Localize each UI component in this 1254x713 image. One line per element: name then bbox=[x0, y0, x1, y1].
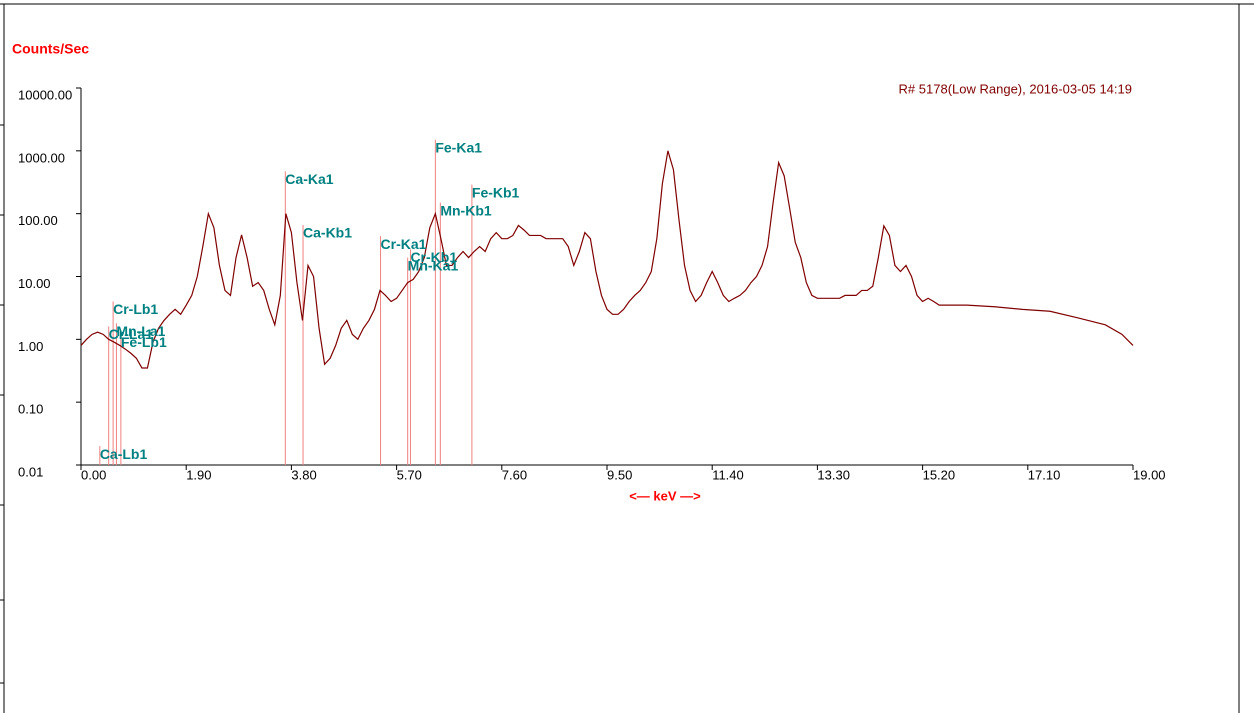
y-tick-label: 100.00 bbox=[18, 213, 58, 228]
element-label: Cr-Kb1 bbox=[410, 249, 457, 265]
run-info: R# 5178(Low Range), 2016-03-05 14:19 bbox=[899, 81, 1132, 96]
element-label: Ca-Kb1 bbox=[303, 225, 352, 241]
y-tick-label: 10000.00 bbox=[18, 87, 72, 102]
element-label: Ca-Ka1 bbox=[285, 171, 333, 187]
x-axis-title: <— keV —> bbox=[629, 488, 701, 503]
x-tick-label: 5.70 bbox=[397, 467, 422, 482]
element-label: Ca-Lb1 bbox=[100, 446, 148, 462]
x-tick-label: 7.60 bbox=[502, 467, 527, 482]
element-label: Cr-Lb1 bbox=[113, 301, 158, 317]
spectrum-line bbox=[80, 150, 1134, 369]
y-axis-title: Counts/Sec bbox=[12, 41, 89, 57]
element-label: Fe-Lb1 bbox=[121, 334, 167, 350]
element-label: Cr-Ka1 bbox=[381, 236, 427, 252]
y-tick-label: 10.00 bbox=[18, 276, 51, 291]
x-tick-label: 3.80 bbox=[291, 467, 316, 482]
x-tick-label: 0.00 bbox=[81, 467, 106, 482]
y-tick-label: 0.10 bbox=[18, 402, 43, 417]
y-tick-label: 1000.00 bbox=[18, 150, 65, 165]
x-tick-label: 19.00 bbox=[1133, 467, 1166, 482]
x-tick-label: 15.20 bbox=[923, 467, 956, 482]
element-label: Cr-La1 bbox=[109, 326, 154, 342]
y-tick-label: 1.00 bbox=[18, 339, 43, 354]
element-label: Mn-Ka1 bbox=[408, 257, 459, 273]
y-tick-label: 0.01 bbox=[18, 464, 43, 479]
x-tick-label: 11.40 bbox=[712, 467, 744, 482]
frame-ticks bbox=[0, 124, 4, 684]
element-label: Fe-Kb1 bbox=[472, 184, 520, 200]
element-label: Mn-La1 bbox=[116, 323, 165, 339]
x-tick-label: 9.50 bbox=[607, 467, 632, 482]
element-label: Mn-Kb1 bbox=[440, 202, 492, 218]
x-tick-label: 17.10 bbox=[1028, 467, 1061, 482]
x-tick-label: 1.90 bbox=[186, 467, 211, 482]
x-tick-label: 13.30 bbox=[817, 467, 850, 482]
element-label: Fe-Ka1 bbox=[435, 139, 482, 155]
